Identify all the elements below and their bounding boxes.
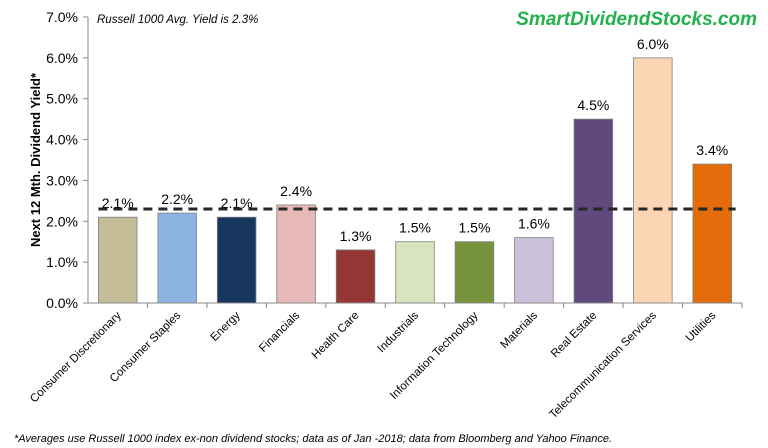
bar [335,249,376,304]
data-label: 3.4% [696,142,728,158]
category-label: Industrials [376,309,422,355]
data-label: 2.4% [280,183,312,199]
bar [633,57,673,304]
category-label: Materials [499,309,541,351]
y-tick-label: 1.0% [46,254,78,270]
data-label: 2.2% [161,191,193,207]
chart-annotation: Russell 1000 Avg. Yield is 2.3% [97,14,258,26]
category-label: Real Estate [549,310,600,361]
bar [98,216,138,304]
data-label: 1.5% [458,220,490,236]
y-tick-label: 2.0% [46,213,78,229]
y-tick-label: 4.0% [46,132,78,148]
data-label: 1.5% [399,220,431,236]
data-label: 2.1% [221,195,253,211]
y-tick-label: 5.0% [46,91,78,107]
y-tick-label: 7.0% [46,9,78,25]
brand-watermark: SmartDividendStocks.com [516,9,757,30]
data-label: 4.5% [577,97,609,113]
bar [573,118,614,304]
bar [454,241,495,304]
data-label: 2.1% [102,195,134,211]
bars-group: 2.1% 2.2% 2.1% 2.4% 1.3% 1.5% 1.5% 1.6% 4.5% 6.0%… [98,36,736,304]
bar [216,216,257,304]
y-tick-label: 6.0% [46,50,78,66]
bar [692,163,732,304]
footnote: *Averages use Russell 1000 index ex-non … [14,433,612,445]
y-axis-title: Next 12 Mth. Dividend Yield* [28,72,43,247]
bar [276,204,316,304]
category-label: Utilities [684,309,719,344]
category-label: Telecommunication Services [547,309,659,421]
bar [157,212,197,304]
category-label: Consumer Discretionary [28,309,124,405]
bar [514,237,554,304]
data-label: 1.6% [518,216,550,232]
y-tick-label: 0.0% [46,295,78,311]
bar [395,241,435,304]
category-label: Energy [209,309,243,343]
category-label: Health Care [310,310,362,362]
data-label: 6.0% [637,36,669,52]
data-label: 1.3% [340,228,372,244]
category-label: Financials [257,309,302,354]
y-tick-label: 3.0% [46,172,78,188]
